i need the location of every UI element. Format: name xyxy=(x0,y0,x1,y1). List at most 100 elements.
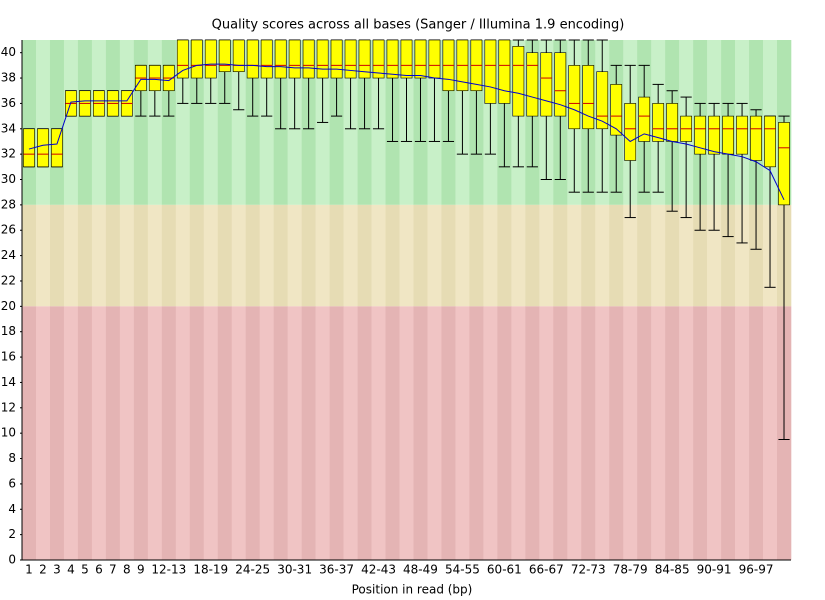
box xyxy=(764,115,776,168)
y-tick-label: 24 xyxy=(1,248,16,262)
zone-stripe xyxy=(357,204,372,307)
zone-stripe xyxy=(357,306,372,560)
zone-stripe xyxy=(203,204,219,307)
box xyxy=(484,39,497,104)
zone-stripe xyxy=(231,204,247,307)
zone-stripe xyxy=(343,204,358,307)
zone-stripe xyxy=(301,204,316,307)
y-tick-label: 40 xyxy=(1,45,16,59)
zone-stripe xyxy=(147,40,163,205)
box xyxy=(428,39,441,79)
box xyxy=(358,39,371,79)
y-tick-label: 32 xyxy=(1,147,16,161)
zone-stripe xyxy=(91,40,107,205)
zone-stripe xyxy=(287,204,302,307)
zone-stripe xyxy=(245,306,260,560)
zone-stripe xyxy=(665,306,680,560)
zone-stripe xyxy=(441,306,456,560)
x-tick-label: 90-91 xyxy=(697,563,732,577)
y-tick-label: 18 xyxy=(1,324,16,338)
zone-stripe xyxy=(749,306,764,560)
x-tick-label: 66-67 xyxy=(529,563,564,577)
x-tick-label: 6 xyxy=(95,563,103,577)
x-tick-label: 5 xyxy=(81,563,89,577)
zone-stripe xyxy=(399,306,414,560)
zone-stripe xyxy=(119,204,135,307)
zone-stripe xyxy=(63,40,79,205)
x-tick-label: 84-85 xyxy=(655,563,690,577)
zone-stripe xyxy=(511,306,526,560)
x-tick-label: 4 xyxy=(67,563,75,577)
box xyxy=(344,39,357,79)
zone-stripe xyxy=(735,204,750,307)
zone-stripe xyxy=(245,204,260,307)
zone-stripe xyxy=(175,306,191,560)
box xyxy=(666,103,679,142)
zone-stripe xyxy=(287,306,302,560)
box xyxy=(288,39,301,79)
box xyxy=(246,39,259,79)
box xyxy=(610,84,623,136)
zone-stripe xyxy=(595,204,610,307)
y-tick-label: 28 xyxy=(1,197,16,211)
zone-stripe xyxy=(385,204,400,307)
zone-stripe xyxy=(133,306,149,560)
x-axis-label: Position in read (bp) xyxy=(352,583,473,597)
zone-stripe xyxy=(539,204,554,307)
zone-stripe xyxy=(371,306,386,560)
box xyxy=(400,39,413,79)
zone-stripe xyxy=(609,204,624,307)
x-tick-label: 7 xyxy=(109,563,117,577)
zone-stripe xyxy=(525,204,540,307)
zone-stripe xyxy=(651,306,666,560)
box xyxy=(414,39,427,79)
zone-stripe xyxy=(721,204,736,307)
box xyxy=(568,65,581,130)
zone-stripe xyxy=(483,306,498,560)
zone-stripe xyxy=(22,306,37,560)
zone-stripe xyxy=(707,306,722,560)
zone-stripe xyxy=(441,204,456,307)
x-tick-label: 8 xyxy=(123,563,131,577)
zone-stripe xyxy=(91,306,107,560)
zone-stripe xyxy=(483,204,498,307)
box xyxy=(694,115,707,155)
box xyxy=(624,103,637,161)
zone-stripe xyxy=(693,306,708,560)
x-tick-label: 60-61 xyxy=(487,563,522,577)
zone-stripe xyxy=(273,306,288,560)
box xyxy=(302,39,315,79)
zone-stripe xyxy=(763,306,778,560)
zone-stripe xyxy=(119,306,135,560)
zone-stripe xyxy=(273,204,288,307)
zone-stripe xyxy=(749,204,764,307)
zone-stripe xyxy=(133,40,149,205)
box xyxy=(554,52,567,117)
zone-stripe xyxy=(161,40,177,205)
zone-stripe xyxy=(77,306,93,560)
zone-stripe xyxy=(665,204,680,307)
y-tick-label: 8 xyxy=(8,451,16,465)
zone-stripe xyxy=(469,306,484,560)
zone-stripe xyxy=(259,40,274,205)
zone-stripe xyxy=(49,204,65,307)
x-tick-label: 12-13 xyxy=(151,563,186,577)
y-tick-label: 4 xyxy=(8,502,16,516)
zone-stripe xyxy=(497,204,512,307)
zone-stripe xyxy=(91,204,107,307)
zone-stripe xyxy=(525,306,540,560)
y-tick-label: 36 xyxy=(1,96,16,110)
zone-stripe xyxy=(413,306,428,560)
background xyxy=(22,40,792,560)
zone-stripe xyxy=(343,306,358,560)
zone-stripe xyxy=(427,306,442,560)
zone-stripe xyxy=(609,306,624,560)
zone-stripe xyxy=(581,306,596,560)
y-tick-label: 34 xyxy=(1,121,16,135)
box xyxy=(274,39,287,79)
zone-stripe xyxy=(161,204,177,307)
zone-stripe xyxy=(623,204,638,307)
zone-stripe xyxy=(637,204,652,307)
box xyxy=(232,39,245,73)
